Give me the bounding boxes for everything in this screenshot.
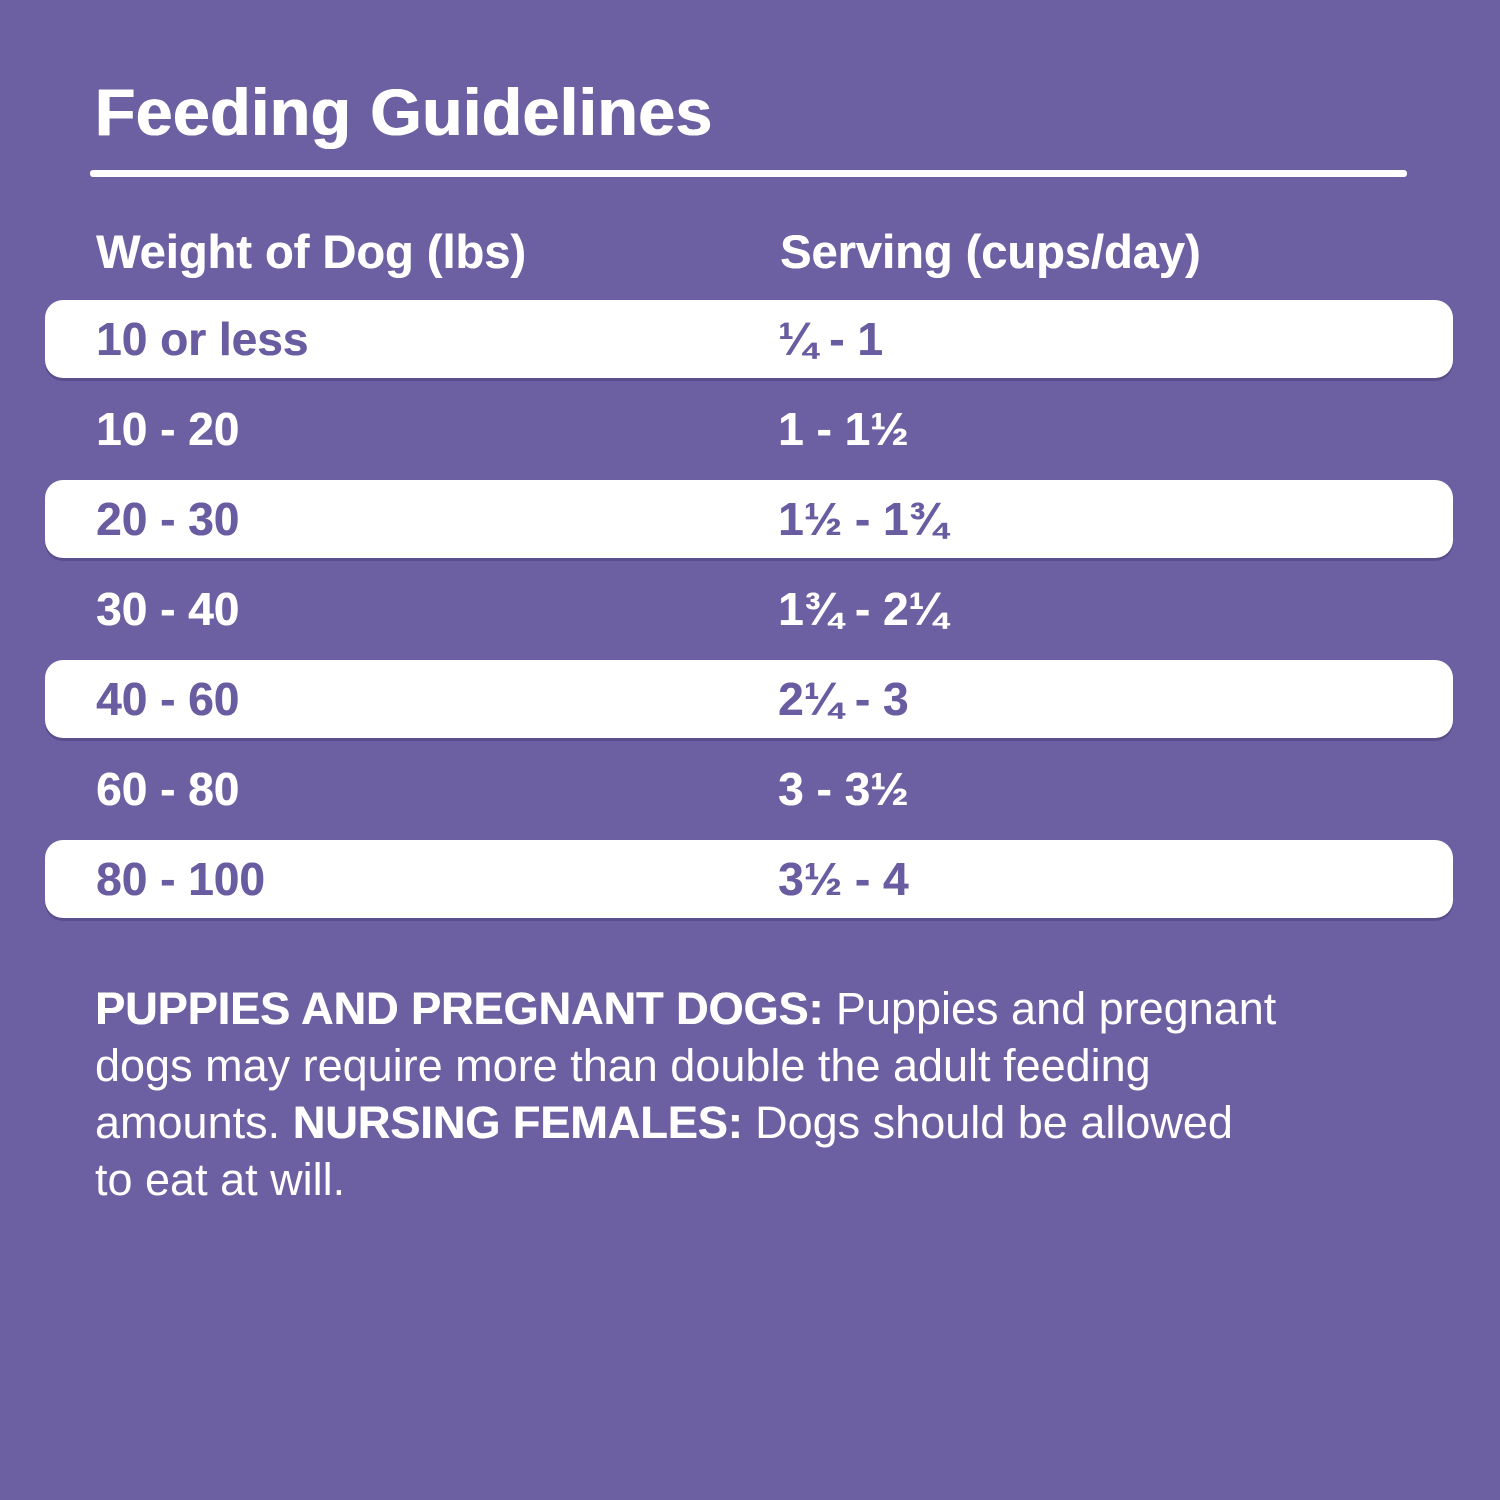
feeding-footnote: PUPPIES AND PREGNANT DOGS: Puppies and p… bbox=[95, 980, 1435, 1208]
table-row: 10 - 20 1 - 1½ bbox=[45, 390, 1453, 468]
footnote-line: dogs may require more than double the ad… bbox=[95, 1037, 1435, 1094]
footnote-text: Dogs should be allowed bbox=[742, 1097, 1233, 1148]
column-header-weight: Weight of Dog (lbs) bbox=[96, 225, 526, 278]
serving-cell: 1½ - 1¾ bbox=[778, 493, 947, 545]
weight-cell: 10 - 20 bbox=[96, 403, 240, 455]
serving-cell: 1¾ - 2¼ bbox=[778, 583, 947, 635]
serving-cell: 1 - 1½ bbox=[778, 403, 909, 455]
title-underline-divider bbox=[90, 170, 1407, 177]
footnote-line: to eat at will. bbox=[95, 1151, 1435, 1208]
table-row: 80 - 100 3½ - 4 bbox=[45, 840, 1453, 918]
page-title: Feeding Guidelines bbox=[95, 75, 713, 149]
serving-cell: 3 - 3½ bbox=[778, 763, 909, 815]
serving-cell: ¼ - 1 bbox=[778, 313, 883, 365]
weight-cell: 60 - 80 bbox=[96, 763, 240, 815]
footnote-bold-puppies: PUPPIES AND PREGNANT DOGS: bbox=[95, 983, 824, 1034]
footnote-text: dogs may require more than double the ad… bbox=[95, 1040, 1151, 1091]
serving-cell: 2¼ - 3 bbox=[778, 673, 909, 725]
table-row: 20 - 30 1½ - 1¾ bbox=[45, 480, 1453, 558]
weight-cell: 30 - 40 bbox=[96, 583, 240, 635]
weight-cell: 80 - 100 bbox=[96, 853, 265, 905]
table-row: 40 - 60 2¼ - 3 bbox=[45, 660, 1453, 738]
footnote-line: PUPPIES AND PREGNANT DOGS: Puppies and p… bbox=[95, 980, 1435, 1037]
weight-cell: 40 - 60 bbox=[96, 673, 240, 725]
footnote-text: to eat at will. bbox=[95, 1154, 346, 1205]
weight-cell: 10 or less bbox=[96, 313, 309, 365]
table-row: 10 or less ¼ - 1 bbox=[45, 300, 1453, 378]
column-header-serving: Serving (cups/day) bbox=[780, 225, 1201, 278]
feeding-table: 10 or less ¼ - 1 10 - 20 1 - 1½ 20 - 30 … bbox=[45, 300, 1453, 930]
table-row: 30 - 40 1¾ - 2¼ bbox=[45, 570, 1453, 648]
footnote-line: amounts. NURSING FEMALES: Dogs should be… bbox=[95, 1094, 1435, 1151]
weight-cell: 20 - 30 bbox=[96, 493, 240, 545]
serving-cell: 3½ - 4 bbox=[778, 853, 909, 905]
footnote-text: Puppies and pregnant bbox=[823, 983, 1277, 1034]
table-row: 60 - 80 3 - 3½ bbox=[45, 750, 1453, 828]
footnote-text: amounts. bbox=[95, 1097, 293, 1148]
footnote-bold-nursing: NURSING FEMALES: bbox=[292, 1097, 743, 1148]
